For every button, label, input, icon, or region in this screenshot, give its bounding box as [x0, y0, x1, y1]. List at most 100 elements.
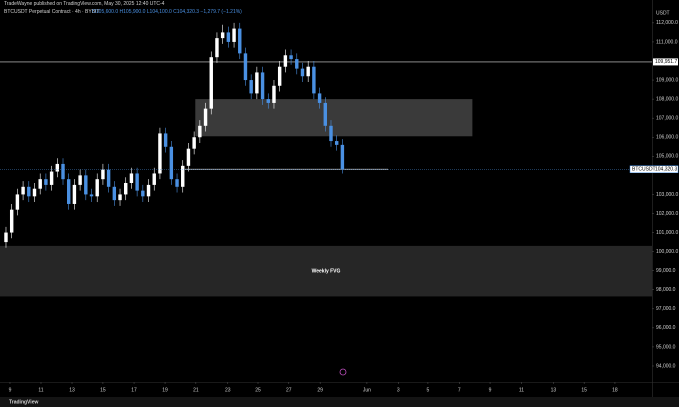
candle-body: [226, 32, 231, 42]
candle-body: [198, 125, 202, 138]
x-tick-label: 15: [100, 387, 106, 393]
y-tick-label: 107,000.0: [656, 116, 678, 122]
y-tick-label: 112,000.0: [656, 20, 678, 26]
candle-body: [72, 184, 77, 204]
candle-body: [266, 99, 270, 103]
x-tick-label: 25: [255, 387, 261, 393]
x-tick-label: 9: [9, 387, 12, 393]
x-tick-label: 19: [162, 387, 168, 393]
candle-body: [203, 108, 208, 126]
candle-body: [44, 179, 48, 185]
y-tick-label: 102,000.0: [656, 211, 678, 217]
candle-body: [135, 173, 139, 191]
x-tick-label: 13: [69, 387, 75, 393]
candle-body: [340, 144, 345, 170]
candle-body: [306, 66, 310, 77]
ohlc: O105,600.0 H105,900.0 L104,100.0 C104,32…: [92, 9, 242, 15]
y-tick-label: 109,000.0: [656, 77, 678, 83]
candle-body: [124, 182, 128, 195]
candle-body: [61, 163, 65, 180]
candle-body: [27, 186, 31, 197]
candle-body: [118, 194, 122, 201]
x-tick-label: Jun: [363, 387, 371, 393]
y-tick-label: 99,000.0: [656, 268, 676, 274]
candle-body: [186, 148, 191, 166]
candle-body: [249, 80, 253, 94]
candle-body: [158, 133, 162, 174]
candle-body: [334, 141, 339, 145]
y-tick-label: 106,000.0: [656, 135, 678, 141]
candle-body: [112, 186, 117, 201]
candle-body: [84, 175, 88, 195]
candle-body: [89, 194, 94, 197]
last-price-bg: [629, 165, 679, 174]
y-tick-label: 97,000.0: [656, 306, 676, 312]
candle-body: [243, 53, 248, 81]
candle-body: [175, 179, 179, 187]
candle-body: [323, 102, 327, 126]
candle-body: [129, 173, 134, 183]
x-tick-label: 15: [581, 387, 587, 393]
candle-body: [169, 146, 174, 180]
y-tick-label: 103,000.0: [656, 192, 678, 198]
x-tick-label: 18: [612, 387, 618, 393]
y-tick-label: 96,000.0: [656, 325, 676, 331]
last-price-label: 104,320.3: [655, 167, 677, 173]
candle-body: [220, 32, 225, 39]
x-tick-label: 27: [286, 387, 292, 393]
publisher: TradeWayne published on TradingView.com,…: [4, 1, 165, 7]
candle-body: [152, 173, 156, 185]
x-tick-label: 29: [317, 387, 323, 393]
footer-bar: [0, 397, 679, 407]
candle-body: [78, 175, 82, 185]
x-tick-label: 11: [38, 387, 43, 393]
x-tick-label: 21: [193, 387, 199, 393]
x-tick-label: 23: [225, 387, 231, 393]
candle-body: [238, 28, 242, 54]
candle-body: [295, 59, 299, 69]
level-label: 109,951.7: [655, 59, 677, 65]
icon: [339, 368, 347, 376]
candle-body: [272, 85, 276, 103]
candle-body: [163, 133, 168, 147]
y-tick-label: 94,000.0: [656, 363, 676, 369]
y-tick-label: 111,000.0: [656, 39, 678, 45]
candle-body: [181, 165, 185, 187]
footer-logo: TradingView: [9, 399, 38, 405]
candle-body: [232, 28, 236, 42]
candle-body: [15, 194, 20, 210]
x-tick-label: 13: [551, 387, 557, 393]
candle-body: [55, 163, 60, 172]
x-tick-label: 5: [427, 387, 430, 393]
y-tick-label: 105,000.0: [656, 154, 678, 160]
candle-body: [255, 72, 259, 94]
y-tick-label: 100,000.0: [656, 249, 678, 255]
zone-label: Weekly FVG: [312, 268, 341, 274]
zone-box: [195, 99, 473, 137]
x-tick-label: 7: [458, 387, 461, 393]
candle-body: [192, 137, 196, 149]
candle-body: [312, 66, 316, 94]
candle-body: [4, 232, 8, 243]
x-tick-label: 9: [489, 387, 492, 393]
candle-body: [329, 125, 333, 142]
candle-body: [283, 55, 288, 67]
x-tick-label: 11: [519, 387, 524, 393]
candle-body: [32, 188, 37, 197]
x-tick-label: 3: [397, 387, 400, 393]
candle-body: [21, 186, 25, 195]
zone-box: [0, 245, 652, 297]
symbol-title: BTCUSDT Perpetual Contract · 4h · BYBIT: [4, 9, 100, 15]
last-price-name: BTCUSDT: [632, 167, 656, 173]
candle-body: [66, 179, 71, 204]
candle-body: [146, 184, 151, 197]
candle-body: [38, 179, 42, 189]
candle-body: [9, 209, 14, 233]
candle-body: [95, 179, 99, 197]
candle-body: [277, 66, 282, 86]
candle-body: [215, 38, 219, 58]
candle-body: [106, 169, 111, 187]
axis-unit: USDT: [656, 10, 670, 16]
